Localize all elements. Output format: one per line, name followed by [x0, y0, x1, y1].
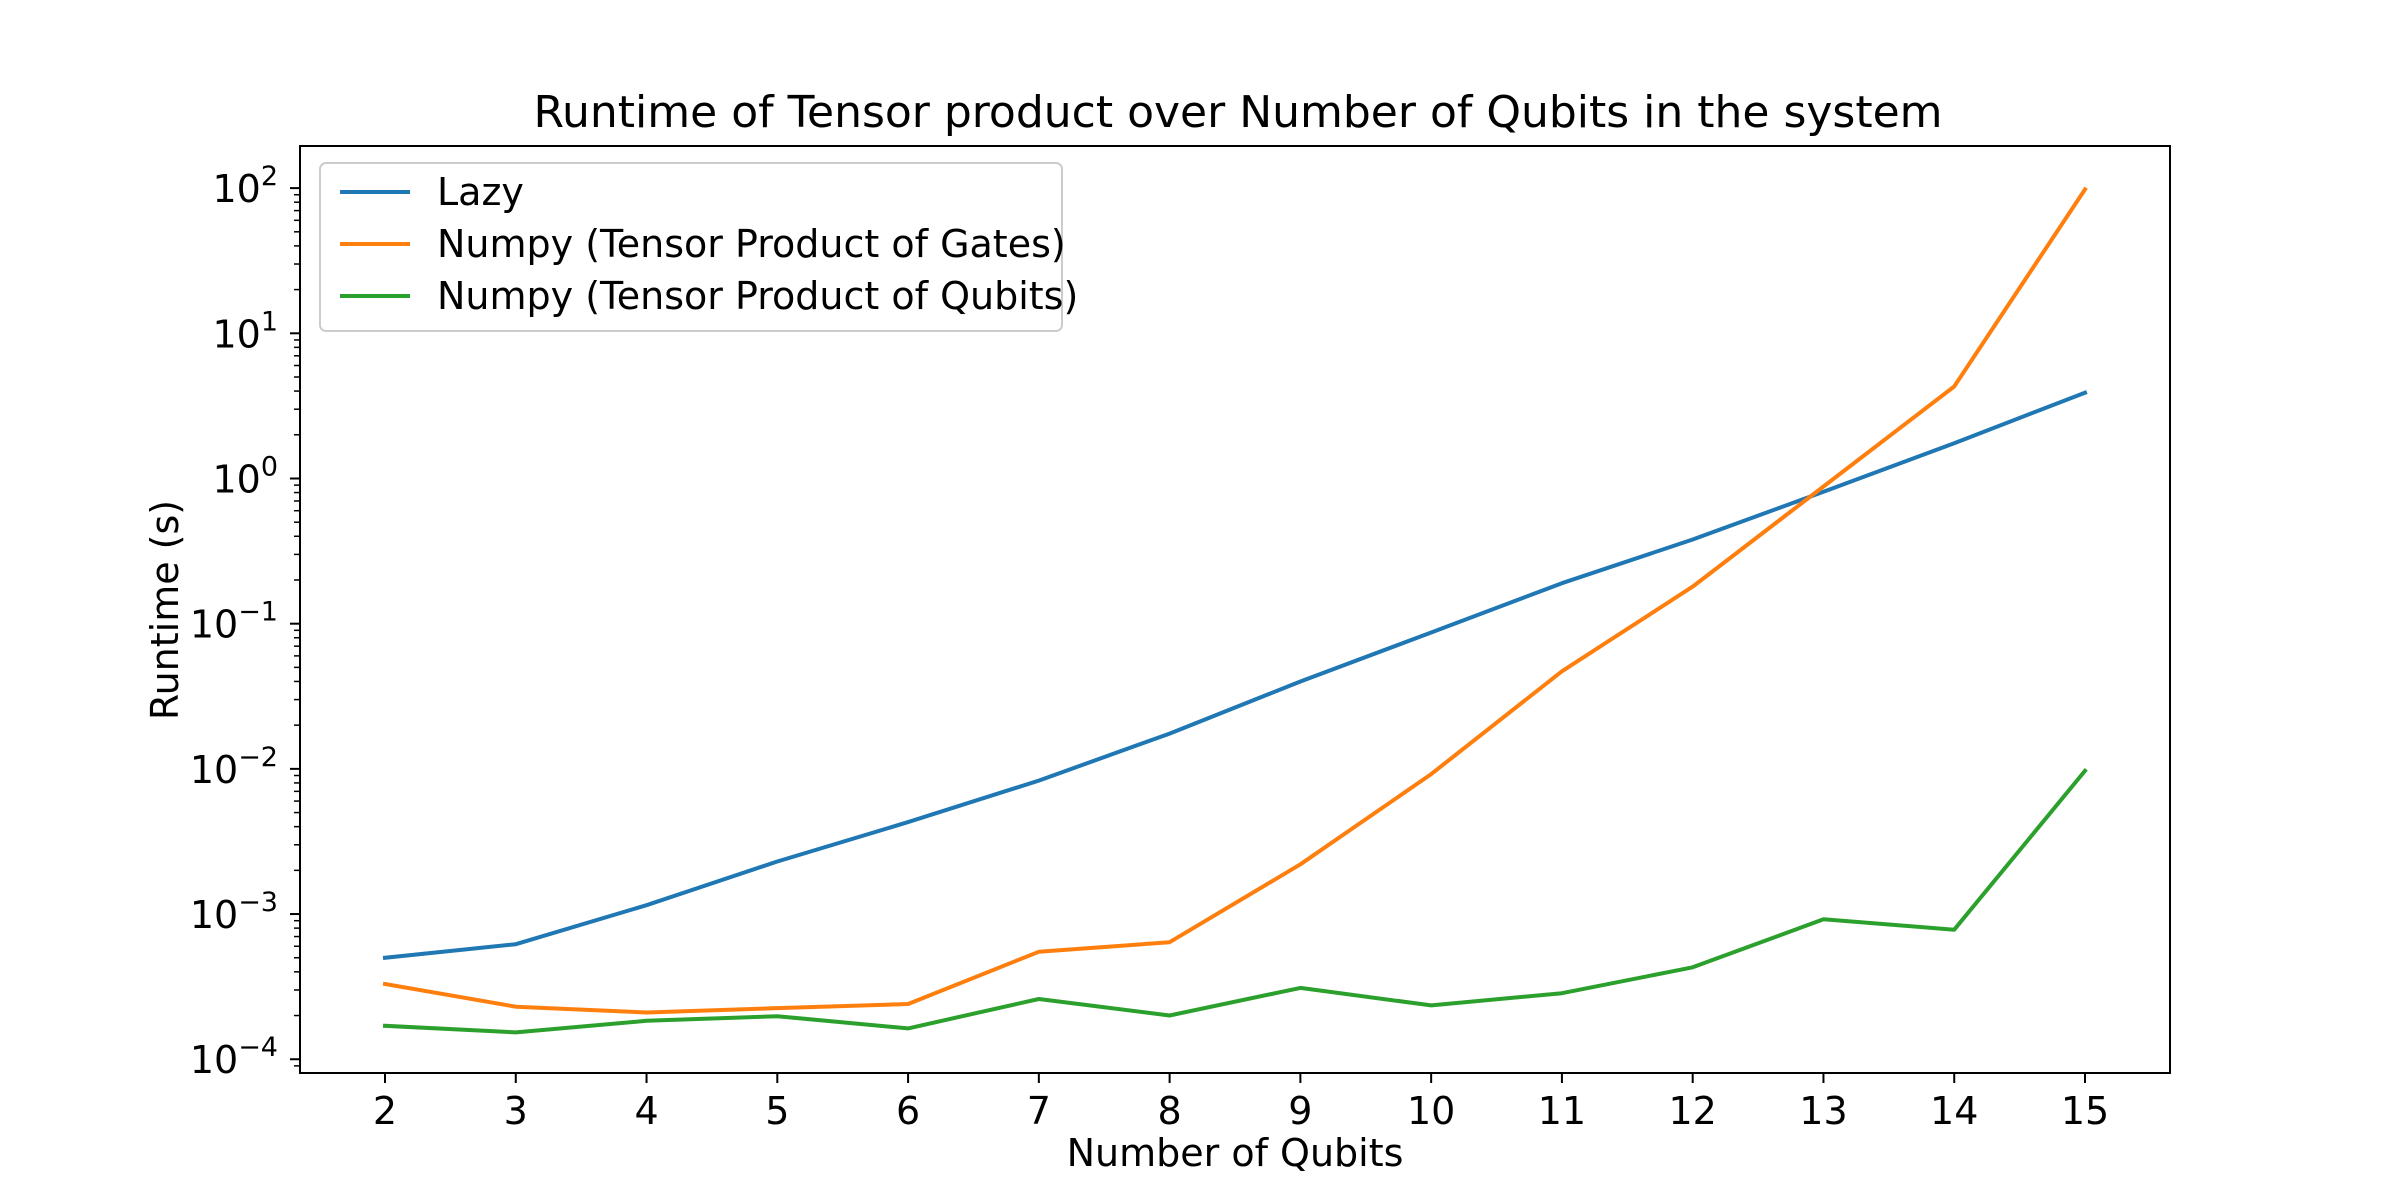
y-tick-base: 10: [190, 1038, 238, 1082]
y-tick-base: 10: [190, 748, 238, 792]
y-tick-exponent: −3: [238, 887, 278, 918]
x-tick-label: 8: [1158, 1089, 1182, 1133]
x-tick-label: 13: [1799, 1089, 1847, 1133]
y-tick-exponent: −4: [238, 1032, 278, 1063]
legend-box: [319, 162, 1063, 332]
x-tick-label: 5: [765, 1089, 789, 1133]
x-tick-label: 9: [1288, 1089, 1312, 1133]
y-tick-exponent: 2: [261, 161, 278, 192]
x-axis-label: Number of Qubits: [1067, 1131, 1404, 1175]
series-line: [382, 186, 2088, 1015]
y-tick-exponent: −1: [238, 597, 278, 628]
x-tick-label: 6: [896, 1089, 920, 1133]
y-tick-label: 100: [212, 451, 278, 501]
y-tick-label: 10−1: [190, 597, 278, 647]
y-tick-base: 10: [190, 603, 238, 647]
x-tick-label: 11: [1538, 1089, 1586, 1133]
x-tick-label: 10: [1407, 1089, 1455, 1133]
y-tick-exponent: 0: [261, 451, 278, 482]
x-tick-label: 2: [373, 1089, 397, 1133]
x-tick-label: 4: [634, 1089, 658, 1133]
chart-title: Runtime of Tensor product over Number of…: [533, 87, 1942, 138]
legend-label: Lazy: [437, 170, 524, 214]
legend-label: Numpy (Tensor Product of Gates): [437, 222, 1066, 266]
y-axis-label: Runtime (s): [143, 500, 187, 720]
y-tick-label: 10−3: [190, 887, 278, 937]
plot-frame: [299, 145, 2171, 1074]
y-tick-base: 10: [190, 893, 238, 937]
legend-label: Numpy (Tensor Product of Qubits): [437, 274, 1078, 318]
series-layer: [382, 186, 2088, 1035]
y-tick-label: 10−4: [190, 1032, 278, 1082]
legend: Lazy Numpy (Tensor Product of Gates) Numpy…: [319, 162, 1078, 332]
x-tick-label: 14: [1930, 1089, 1978, 1133]
series-line: [382, 767, 2088, 1035]
y-tick-exponent: 1: [261, 306, 278, 337]
y-tick-base: 10: [212, 312, 260, 356]
x-axis: 2 3 4 5 6 7 8 9 10 11 12 13 14 15: [373, 1073, 2109, 1133]
series-line: [382, 390, 2088, 960]
x-tick-label: 7: [1027, 1089, 1051, 1133]
y-tick-base: 10: [212, 457, 260, 501]
x-tick-label: 15: [2061, 1089, 2109, 1133]
x-tick-label: 12: [1669, 1089, 1717, 1133]
y-tick-label: 102: [212, 161, 278, 211]
x-tick-label: 3: [504, 1089, 528, 1133]
y-tick-exponent: −2: [238, 742, 278, 773]
y-tick-label: 101: [212, 306, 278, 356]
y-tick-label: 10−2: [190, 742, 278, 792]
y-tick-base: 10: [212, 167, 260, 211]
